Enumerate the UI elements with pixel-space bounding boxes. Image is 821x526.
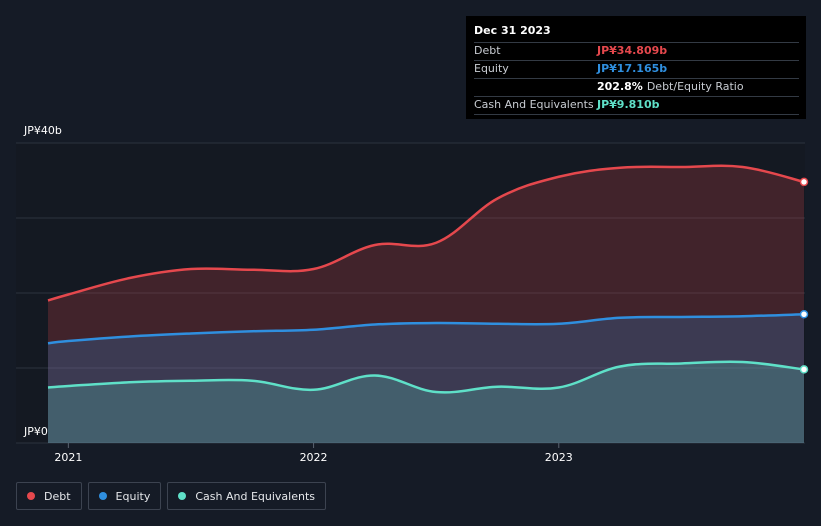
legend-debt-label: Debt [44,489,71,503]
x-tick-label: 2023 [545,451,573,464]
tooltip-row-equity: Equity JP¥17.165b [474,60,799,78]
equity-dot-icon [98,492,107,500]
equity-end-marker [799,310,809,319]
tooltip-row-debt: Debt JP¥34.809b [474,42,799,60]
debt-area [48,165,804,443]
tooltip-row-ratio: 202.8% Debt/Equity Ratio [474,78,799,96]
equity-area [48,314,804,443]
tooltip-row-cash: Cash And Equivalents JP¥9.810b [474,96,799,115]
debt-dot-icon [27,492,35,500]
tooltip-panel: Dec 31 2023 Debt JP¥34.809b Equity JP¥17… [466,16,806,119]
tooltip-equity-label: Equity [474,62,509,75]
debt-end-marker [799,177,809,187]
cash-and-equivalents-line [47,360,805,394]
tooltip-date: Dec 31 2023 [474,24,551,37]
legend-item-debt[interactable]: Debt [16,482,82,510]
tooltip-cash-label: Cash And Equivalents [474,98,594,111]
cash-dot-icon [178,492,187,500]
x-tick-label: 2022 [300,451,328,464]
y-tick-label: JP¥0 [23,425,48,438]
tooltip-equity-value: JP¥17.165b [597,62,668,75]
tooltip-ratio-value: 202.8% [597,80,643,93]
cash-and-equivalents-area [48,361,804,443]
chart-legend: Debt Equity Cash And Equivalents [16,482,326,510]
tooltip-ratio-label: Debt/Equity Ratio [646,80,744,93]
tooltip-debt-value: JP¥34.809b [597,44,668,57]
legend-item-cash[interactable]: Cash And Equivalents [167,482,326,510]
tooltip-ratio-spacer [474,79,597,96]
tooltip-debt-label: Debt [474,44,501,57]
legend-cash-label: Cash And Equivalents [195,489,315,503]
cash-and-equivalents-end-marker [799,365,809,374]
x-tick-label: 2021 [54,451,82,464]
tooltip-cash-value: JP¥9.810b [597,98,660,111]
legend-equity-label: Equity [115,489,151,503]
equity-line [47,313,805,345]
debt-line [47,164,805,302]
legend-item-equity[interactable]: Equity [87,482,162,510]
y-tick-label: JP¥40b [23,124,62,137]
